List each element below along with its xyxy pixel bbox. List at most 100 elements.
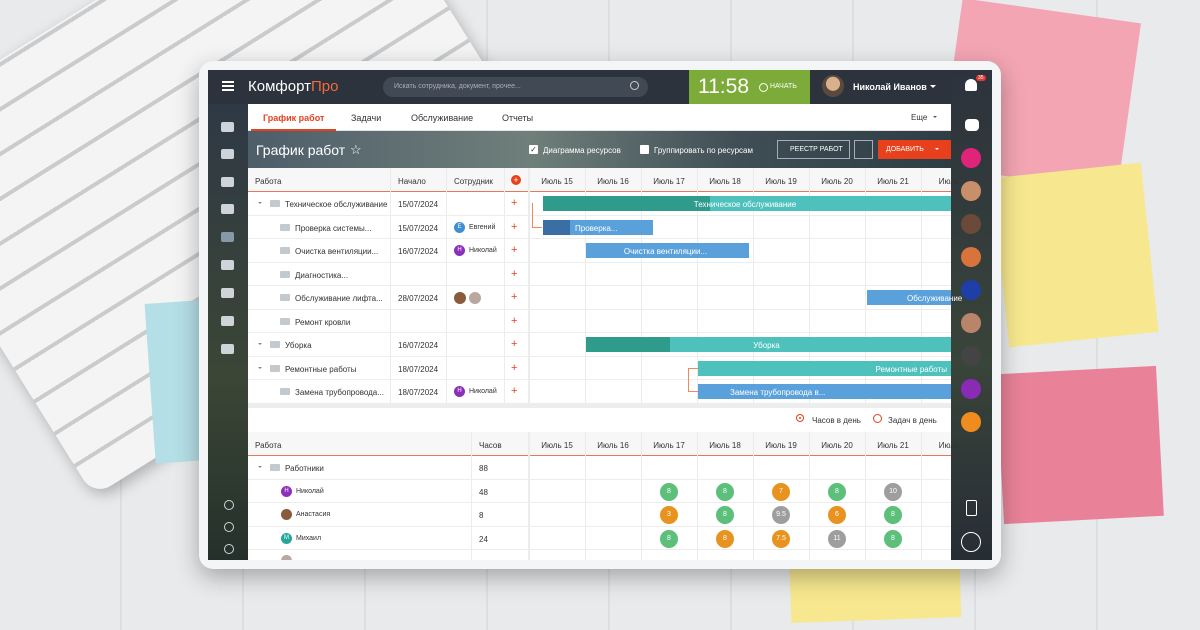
resource-hours: 88: [479, 464, 488, 473]
gantt-bar[interactable]: [867, 290, 951, 305]
folder-icon: [270, 341, 280, 348]
right-sidebar-icon[interactable]: [961, 313, 981, 333]
gantt-bar[interactable]: [586, 337, 951, 352]
option-radio-on[interactable]: [796, 414, 804, 422]
task-start: 18/07/2024: [398, 364, 439, 374]
row-add[interactable]: +: [511, 361, 518, 374]
group-checkbox[interactable]: [640, 145, 649, 154]
tab[interactable]: Отчеты: [502, 113, 534, 123]
column-header: Начало: [398, 177, 426, 186]
filter-button[interactable]: [854, 140, 873, 159]
task-name[interactable]: Ремонт кровли: [295, 317, 351, 327]
app-screen: КомфортПро Искать сотрудника, документ, …: [208, 70, 992, 560]
expander[interactable]: [258, 366, 262, 371]
expander[interactable]: [258, 202, 262, 206]
start-icon[interactable]: [759, 83, 768, 92]
add-row-button[interactable]: +: [511, 175, 521, 185]
expander[interactable]: [258, 343, 262, 347]
row-add[interactable]: +: [511, 197, 518, 209]
task-name[interactable]: Замена трубопровода...: [295, 388, 384, 397]
row-add[interactable]: +: [511, 314, 518, 327]
row-add[interactable]: +: [511, 338, 518, 350]
more-caret[interactable]: [933, 116, 937, 120]
gantt-bar[interactable]: [543, 219, 653, 235]
row-add[interactable]: +: [511, 267, 518, 280]
more-menu[interactable]: Еще: [911, 113, 928, 122]
row-line: [248, 261, 951, 263]
sidebar-icon[interactable]: [221, 177, 234, 187]
registry-button[interactable]: [777, 140, 850, 159]
task-name[interactable]: Ремонтные работы: [285, 364, 357, 374]
resource-hours: 8: [479, 511, 484, 520]
task-name[interactable]: Очистка вентиляции...: [295, 247, 379, 256]
search-icon[interactable]: [630, 81, 639, 90]
sidebar-icon[interactable]: [221, 204, 234, 214]
logo-accent: Про: [310, 78, 339, 95]
phone-icon[interactable]: [966, 500, 977, 516]
right-sidebar-icon[interactable]: [961, 280, 981, 300]
task-name[interactable]: Техническое обслуживание: [285, 200, 388, 209]
row-line: [248, 238, 951, 239]
right-sidebar-icon[interactable]: [961, 247, 981, 267]
day-header: Июль 17: [653, 177, 685, 186]
row-line: [248, 285, 951, 286]
sticky-note-pink-2: [996, 365, 1164, 525]
bell-icon[interactable]: [965, 79, 977, 91]
row-line: [248, 502, 951, 503]
search-box[interactable]: [383, 77, 648, 97]
row-add[interactable]: +: [511, 220, 518, 233]
resource-chart-checkbox[interactable]: ✓: [529, 145, 538, 154]
sidebar-icon[interactable]: [221, 232, 234, 242]
hours-bubble: 8: [660, 529, 678, 548]
right-sidebar-icon[interactable]: [965, 119, 979, 131]
sidebar-icon[interactable]: [221, 316, 234, 326]
right-sidebar-icon[interactable]: [961, 181, 981, 201]
add-button[interactable]: [878, 140, 951, 159]
start-button[interactable]: НАЧАТЬ: [770, 83, 797, 90]
favorite-star[interactable]: ☆: [350, 142, 362, 157]
day-header: Июль 20: [821, 177, 853, 186]
menu-button[interactable]: [222, 81, 234, 91]
right-sidebar-icon[interactable]: [961, 214, 981, 234]
sidebar-icon[interactable]: [221, 344, 234, 354]
option-radio-off[interactable]: [873, 414, 882, 423]
right-sidebar-icon[interactable]: [961, 412, 981, 432]
right-sidebar-icon[interactable]: [961, 379, 981, 399]
user-avatar[interactable]: [822, 75, 844, 97]
row-add[interactable]: +: [511, 291, 518, 303]
user-name[interactable]: Николай Иванов: [853, 82, 927, 92]
add-caret[interactable]: [935, 148, 939, 152]
user-menu-caret[interactable]: [930, 85, 936, 91]
tab[interactable]: Обслуживание: [411, 113, 474, 123]
task-name[interactable]: Обслуживание лифта...: [295, 294, 383, 303]
row-add[interactable]: +: [511, 244, 518, 256]
call-icon[interactable]: [961, 532, 981, 552]
expander[interactable]: [258, 466, 262, 470]
row-add[interactable]: +: [511, 385, 518, 397]
sidebar-icon[interactable]: [221, 288, 234, 298]
tab[interactable]: График работ: [263, 113, 325, 123]
sidebar-icon[interactable]: [221, 149, 234, 159]
employee-avatar: Е: [454, 221, 465, 233]
notification-badge: 35: [976, 75, 986, 81]
right-sidebar-icon[interactable]: [961, 148, 981, 168]
option-tasks: Задач в день: [888, 416, 937, 425]
sidebar-icon[interactable]: [221, 122, 234, 132]
sidebar-icon[interactable]: [221, 260, 234, 270]
gantt-bar-label: Ремонтные работы: [875, 364, 947, 374]
right-sidebar-icon[interactable]: [961, 346, 981, 366]
day-header: Июль 19: [765, 441, 797, 450]
day-header: Июль: [938, 177, 960, 186]
tab[interactable]: Задачи: [351, 113, 382, 123]
task-name[interactable]: Диагностика...: [295, 270, 349, 280]
sidebar-icon[interactable]: [224, 522, 234, 532]
gantt-bar[interactable]: [698, 384, 951, 399]
gantt-bar[interactable]: [698, 360, 951, 376]
sidebar-icon[interactable]: [224, 544, 234, 554]
resource-chart-label: Диаграмма ресурсов: [543, 146, 621, 155]
sidebar-icon[interactable]: [224, 500, 234, 510]
task-name[interactable]: Проверка системы...: [295, 223, 372, 233]
cell-line: [471, 432, 472, 560]
gantt-bar[interactable]: [586, 243, 749, 258]
task-name[interactable]: Уборка: [285, 341, 312, 350]
